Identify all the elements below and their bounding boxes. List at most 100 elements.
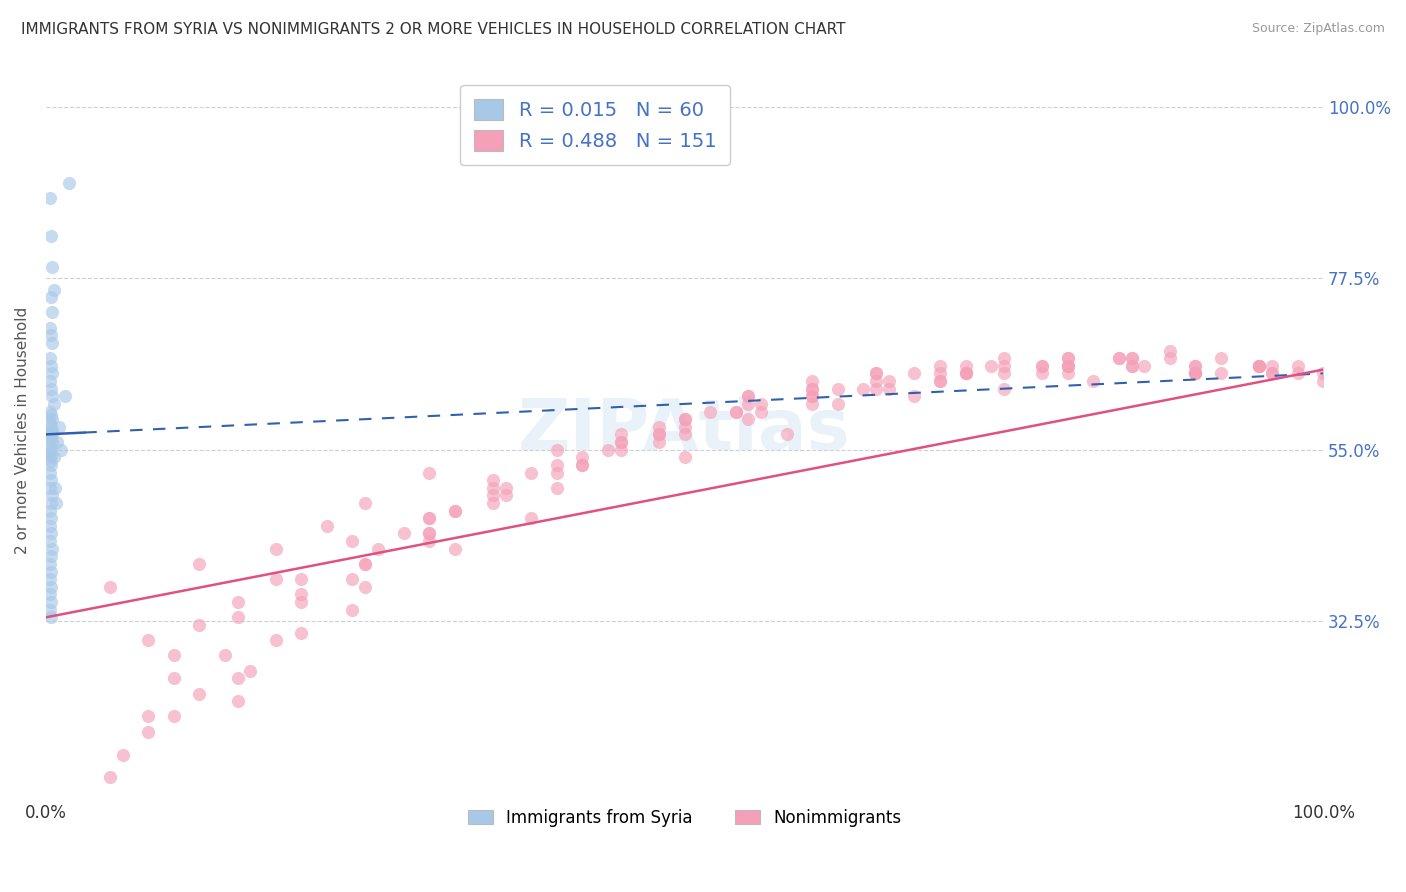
Point xyxy=(1209,367,1232,381)
Point xyxy=(673,412,696,426)
Point xyxy=(865,367,887,381)
Point xyxy=(1184,359,1206,373)
Point xyxy=(724,404,747,418)
Point xyxy=(58,176,80,190)
Point xyxy=(1056,359,1078,373)
Point xyxy=(354,557,377,571)
Point xyxy=(673,427,696,442)
Point xyxy=(39,549,62,564)
Point xyxy=(39,580,62,594)
Point xyxy=(41,335,63,350)
Point xyxy=(53,389,76,403)
Point xyxy=(852,382,875,396)
Point xyxy=(188,687,211,701)
Point xyxy=(1249,359,1271,373)
Point xyxy=(39,450,62,465)
Point xyxy=(41,305,63,319)
Point xyxy=(163,709,186,723)
Point xyxy=(418,534,440,549)
Point xyxy=(749,404,772,418)
Point xyxy=(42,450,65,465)
Point xyxy=(342,603,364,617)
Point xyxy=(1056,351,1078,366)
Point xyxy=(648,419,671,434)
Point xyxy=(41,260,63,274)
Point xyxy=(264,572,287,586)
Point xyxy=(955,367,977,381)
Point xyxy=(264,633,287,648)
Point xyxy=(42,283,65,297)
Point xyxy=(39,431,62,445)
Point xyxy=(801,374,824,388)
Point xyxy=(39,409,62,423)
Point xyxy=(42,397,65,411)
Point xyxy=(1184,367,1206,381)
Point xyxy=(39,229,62,244)
Point xyxy=(38,587,60,601)
Point xyxy=(827,382,849,396)
Point xyxy=(546,458,568,472)
Point xyxy=(993,367,1015,381)
Point xyxy=(571,458,593,472)
Point xyxy=(801,397,824,411)
Point xyxy=(737,412,759,426)
Point xyxy=(38,534,60,549)
Point xyxy=(955,359,977,373)
Point xyxy=(443,503,465,517)
Point xyxy=(38,481,60,495)
Point xyxy=(865,367,887,381)
Point xyxy=(354,580,377,594)
Point xyxy=(226,671,249,685)
Point xyxy=(354,496,377,510)
Point xyxy=(226,610,249,624)
Point xyxy=(1184,367,1206,381)
Point xyxy=(38,519,60,533)
Point xyxy=(41,541,63,556)
Point xyxy=(546,442,568,457)
Point xyxy=(41,424,63,438)
Point xyxy=(38,503,60,517)
Point xyxy=(648,427,671,442)
Point xyxy=(801,389,824,403)
Point xyxy=(41,389,63,403)
Point xyxy=(1108,351,1130,366)
Point xyxy=(776,427,799,442)
Point xyxy=(1121,351,1143,366)
Point xyxy=(724,404,747,418)
Point xyxy=(1031,367,1053,381)
Point xyxy=(1121,359,1143,373)
Point xyxy=(41,427,63,442)
Point xyxy=(39,290,62,304)
Point xyxy=(993,382,1015,396)
Point xyxy=(609,427,631,442)
Point xyxy=(316,519,339,533)
Point xyxy=(609,435,631,450)
Point xyxy=(903,367,925,381)
Point xyxy=(1056,351,1078,366)
Legend: Immigrants from Syria, Nonimmigrants: Immigrants from Syria, Nonimmigrants xyxy=(460,800,910,835)
Point xyxy=(1312,367,1334,381)
Point xyxy=(1261,367,1284,381)
Point xyxy=(993,359,1015,373)
Point xyxy=(877,374,900,388)
Point xyxy=(1056,359,1078,373)
Point xyxy=(188,618,211,632)
Point xyxy=(418,526,440,541)
Point xyxy=(699,404,721,418)
Point xyxy=(38,466,60,480)
Point xyxy=(46,435,69,450)
Point xyxy=(801,389,824,403)
Text: IMMIGRANTS FROM SYRIA VS NONIMMIGRANTS 2 OR MORE VEHICLES IN HOUSEHOLD CORRELATI: IMMIGRANTS FROM SYRIA VS NONIMMIGRANTS 2… xyxy=(21,22,845,37)
Point xyxy=(418,466,440,480)
Point xyxy=(1031,359,1053,373)
Text: Source: ZipAtlas.com: Source: ZipAtlas.com xyxy=(1251,22,1385,36)
Point xyxy=(571,450,593,465)
Point xyxy=(827,397,849,411)
Point xyxy=(38,427,60,442)
Point xyxy=(482,473,505,487)
Point xyxy=(993,351,1015,366)
Point xyxy=(1312,374,1334,388)
Point xyxy=(1031,359,1053,373)
Point xyxy=(1261,367,1284,381)
Point xyxy=(45,496,67,510)
